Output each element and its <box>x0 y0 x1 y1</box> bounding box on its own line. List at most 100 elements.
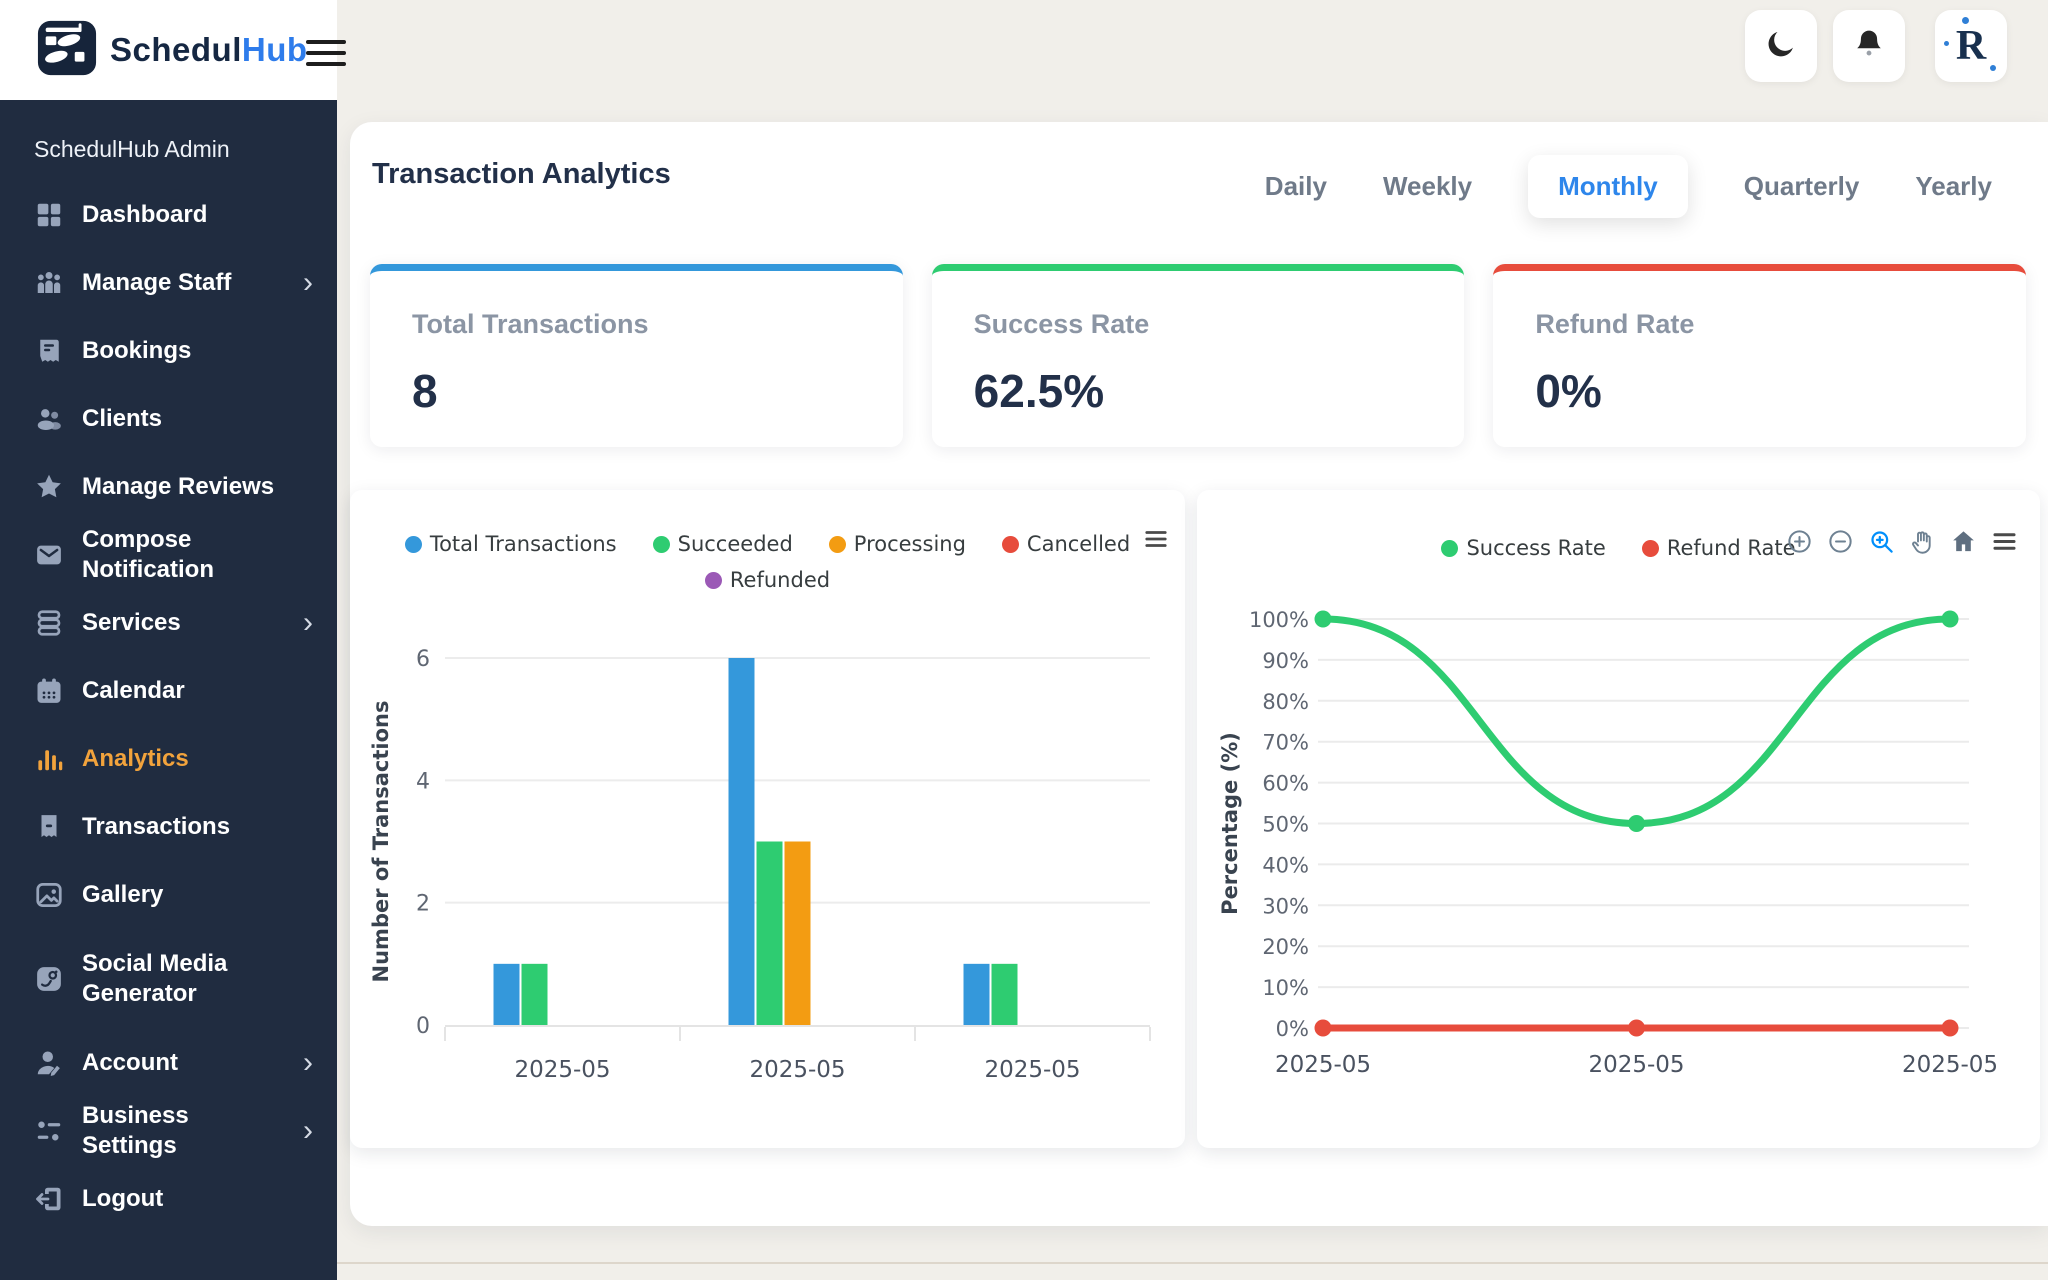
rates-line-chart-panel: Success Rate Refund Rate 0% 10% 20% 30% 40% 5… <box>1197 490 2040 1148</box>
svg-text:6: 6 <box>416 647 430 672</box>
svg-text:0%: 0% <box>1276 1017 1309 1041</box>
chevron-right-icon: › <box>303 1114 313 1148</box>
svg-text:2: 2 <box>416 892 430 917</box>
line-chart[interactable]: 0% 10% 20% 30% 40% 50% 60% 70% 80% 90% 100% 2025-05… <box>1197 600 2040 1135</box>
legend-succeeded[interactable]: Succeeded <box>652 532 793 556</box>
footer-divider <box>337 1262 2048 1264</box>
stat-refund-rate: Refund Rate 0% <box>1493 264 2027 447</box>
menu-icon[interactable] <box>1143 526 1169 552</box>
svg-text:2025-05: 2025-05 <box>1902 1052 1998 1078</box>
avatar-dot <box>1990 65 1997 71</box>
transactions-bar-chart-panel: Total Transactions Succeeded Processing … <box>350 490 1185 1148</box>
stat-success-rate: Success Rate 62.5% <box>931 264 1465 447</box>
tab-yearly[interactable]: Yearly <box>1915 170 1992 201</box>
avatar-dot <box>1943 41 1949 46</box>
sidebar-item-social-media-generator[interactable]: Social Media Generator <box>0 929 337 1029</box>
stat-label: Refund Rate <box>1535 309 1695 339</box>
main-content: Transaction Analytics Daily Weekly Month… <box>350 122 2048 1226</box>
logo[interactable]: SchedulHub <box>0 0 337 100</box>
svg-text:40%: 40% <box>1262 853 1309 877</box>
line-chart-legend: Success Rate Refund Rate <box>1197 536 2040 560</box>
svg-text:0: 0 <box>416 1014 430 1039</box>
svg-text:100%: 100% <box>1249 608 1309 632</box>
svg-text:2025-05: 2025-05 <box>749 1057 845 1083</box>
calendar-icon <box>34 676 64 706</box>
svg-text:Percentage (%): Percentage (%) <box>1218 732 1242 915</box>
stat-cards: Total Transactions 8 Success Rate 62.5% … <box>370 264 2027 447</box>
panning-hand-icon[interactable] <box>1909 528 1936 555</box>
legend-success-rate[interactable]: Success Rate <box>1441 536 1606 560</box>
period-tabs: Daily Weekly Monthly Quarterly Yearly <box>1265 140 1992 232</box>
svg-text:30%: 30% <box>1262 894 1309 918</box>
svg-text:20%: 20% <box>1262 935 1309 959</box>
account-icon <box>34 1048 64 1078</box>
zoom-out-icon[interactable] <box>1827 528 1854 555</box>
svg-text:Number of Transactions: Number of Transactions <box>369 701 393 983</box>
home-reset-icon[interactable] <box>1950 528 1977 555</box>
page-title: Transaction Analytics <box>372 158 671 190</box>
sidebar-item-clients[interactable]: Clients <box>0 385 337 453</box>
svg-text:4: 4 <box>416 769 430 794</box>
bar-chart[interactable]: 0 2 4 6 2025-05 2025-05 2025-05 Number of Trans… <box>350 615 1185 1135</box>
svg-text:10%: 10% <box>1262 976 1309 1000</box>
avatar[interactable]: R <box>1935 10 2007 82</box>
legend-marker <box>652 535 670 553</box>
sidebar-admin-label: SchedulHub Admin <box>34 136 230 162</box>
sidebar-item-manage-staff[interactable]: Manage Staff › <box>0 249 337 317</box>
sidebar-item-gallery[interactable]: Gallery <box>0 861 337 929</box>
stat-value: 0% <box>1535 365 1602 417</box>
transactions-icon <box>34 812 64 842</box>
sidebar-item-transactions[interactable]: Transactions <box>0 793 337 861</box>
sidebar-item-compose-notification[interactable]: Compose Notification <box>0 521 337 589</box>
moon-icon <box>1764 27 1798 66</box>
sidebar-item-account[interactable]: Account › <box>0 1029 337 1097</box>
svg-text:2025-05: 2025-05 <box>1588 1052 1684 1078</box>
tab-daily[interactable]: Daily <box>1264 170 1327 201</box>
stat-value: 8 <box>412 365 438 417</box>
svg-text:80%: 80% <box>1262 690 1309 714</box>
stat-label: Success Rate <box>973 309 1150 339</box>
legend-processing[interactable]: Processing <box>828 532 966 556</box>
legend-refunded[interactable]: Refunded <box>704 568 830 592</box>
zoom-in-icon[interactable] <box>1786 528 1813 555</box>
legend-marker <box>1641 539 1659 557</box>
sidebar-item-analytics[interactable]: Analytics <box>0 725 337 793</box>
stat-label: Total Transactions <box>412 309 649 339</box>
notification-icon <box>34 540 64 570</box>
sidebar-item-dashboard[interactable]: Dashboard <box>0 181 337 249</box>
sidebar-item-manage-reviews[interactable]: Manage Reviews <box>0 453 337 521</box>
svg-text:70%: 70% <box>1262 731 1309 755</box>
svg-text:2025-05: 2025-05 <box>984 1057 1080 1083</box>
bar-chart-legend: Total Transactions Succeeded Processing … <box>350 532 1185 592</box>
svg-text:90%: 90% <box>1262 649 1309 673</box>
chevron-right-icon: › <box>303 1046 313 1080</box>
legend-total-transactions[interactable]: Total Transactions <box>404 532 617 556</box>
selection-zoom-icon[interactable] <box>1868 528 1895 555</box>
services-icon <box>34 608 64 638</box>
avatar-monogram: R <box>1943 17 1997 71</box>
social-media-icon <box>34 964 64 994</box>
tab-quarterly[interactable]: Quarterly <box>1743 170 1860 201</box>
sidebar-item-business-settings[interactable]: Business Settings › <box>0 1097 337 1165</box>
sidebar-item-services[interactable]: Services › <box>0 589 337 657</box>
svg-text:2025-05: 2025-05 <box>1275 1052 1371 1078</box>
svg-text:2025-05: 2025-05 <box>514 1057 610 1083</box>
legend-refund-rate[interactable]: Refund Rate <box>1641 536 1796 560</box>
chevron-right-icon: › <box>303 266 313 300</box>
staff-icon <box>34 268 64 298</box>
sidebar-item-bookings[interactable]: Bookings <box>0 317 337 385</box>
dark-mode-button[interactable] <box>1745 10 1817 82</box>
legend-marker <box>1441 539 1459 557</box>
sidebar-item-logout[interactable]: Logout <box>0 1165 337 1233</box>
legend-cancelled[interactable]: Cancelled <box>1001 532 1130 556</box>
clients-icon <box>34 404 64 434</box>
notifications-button[interactable] <box>1833 10 1905 82</box>
tab-monthly[interactable]: Monthly <box>1528 154 1688 218</box>
logo-icon <box>36 17 98 84</box>
sidebar-toggle-icon[interactable] <box>306 40 346 66</box>
logout-icon <box>34 1184 64 1214</box>
menu-icon[interactable] <box>1991 528 2018 555</box>
chevron-right-icon: › <box>303 606 313 640</box>
tab-weekly[interactable]: Weekly <box>1382 170 1473 201</box>
sidebar-item-calendar[interactable]: Calendar <box>0 657 337 725</box>
